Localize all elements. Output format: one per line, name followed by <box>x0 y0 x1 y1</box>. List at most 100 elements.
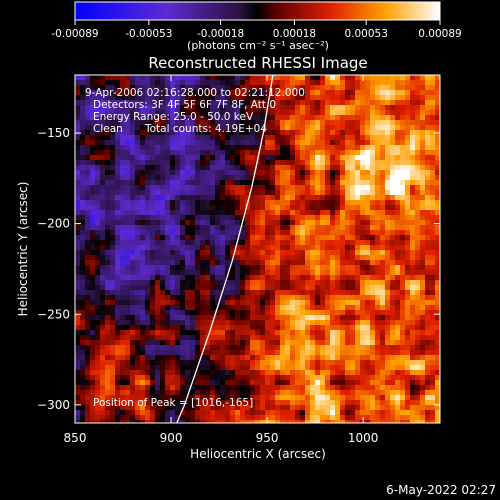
heatmap-cell <box>90 230 96 236</box>
heatmap-cell <box>225 375 231 381</box>
heatmap-cell <box>435 225 440 231</box>
heatmap-cell <box>430 185 436 191</box>
heatmap-cell <box>320 220 326 226</box>
heatmap-cell <box>350 115 356 121</box>
heatmap-cell <box>250 220 256 226</box>
heatmap-cell <box>360 370 366 376</box>
heatmap-cell <box>250 255 256 261</box>
heatmap-cell <box>220 125 226 131</box>
heatmap-cell <box>100 230 106 236</box>
heatmap-cell <box>360 95 366 101</box>
heatmap-cell <box>155 125 161 131</box>
heatmap-cell <box>95 370 101 376</box>
heatmap-cell <box>210 365 216 371</box>
heatmap-cell <box>345 280 351 286</box>
heatmap-cell <box>110 350 116 356</box>
heatmap-cell <box>85 125 91 131</box>
heatmap-cell <box>315 360 321 366</box>
heatmap-cell <box>370 325 376 331</box>
heatmap-cell <box>245 140 251 146</box>
heatmap-cell <box>250 335 256 341</box>
heatmap-cell <box>245 375 251 381</box>
heatmap-cell <box>390 140 396 146</box>
heatmap-cell <box>415 390 421 396</box>
heatmap-cell <box>180 180 186 186</box>
heatmap-cell <box>430 405 436 411</box>
heatmap-cell <box>275 155 281 161</box>
heatmap-cell <box>260 195 266 201</box>
heatmap-cell <box>115 335 121 341</box>
heatmap-cell <box>120 195 126 201</box>
heatmap-cell <box>315 175 321 181</box>
heatmap-cell <box>405 105 411 111</box>
heatmap-cell <box>420 90 426 96</box>
heatmap-cell <box>235 175 241 181</box>
heatmap-cell <box>100 320 106 326</box>
heatmap-cell <box>180 400 186 406</box>
heatmap-cell <box>355 400 361 406</box>
heatmap-cell <box>285 270 291 276</box>
heatmap-cell <box>155 310 161 316</box>
heatmap-cell <box>300 80 306 86</box>
heatmap-cell <box>130 100 136 106</box>
heatmap-cell <box>325 385 331 391</box>
heatmap-cell <box>405 260 411 266</box>
heatmap-cell <box>280 110 286 116</box>
heatmap-cell <box>395 410 401 416</box>
heatmap-cell <box>250 360 256 366</box>
heatmap-cell <box>90 135 96 141</box>
heatmap-cell <box>250 405 256 411</box>
heatmap-cell <box>305 310 311 316</box>
heatmap-cell <box>290 350 296 356</box>
heatmap-cell <box>300 100 306 106</box>
heatmap-cell <box>145 80 151 86</box>
heatmap-cell <box>85 360 91 366</box>
heatmap-cell <box>285 100 291 106</box>
heatmap-cell <box>380 100 386 106</box>
heatmap-cell <box>205 280 211 286</box>
heatmap-cell <box>395 105 401 111</box>
heatmap-cell <box>240 140 246 146</box>
heatmap-cell <box>110 325 116 331</box>
heatmap-cell <box>265 240 271 246</box>
heatmap-cell <box>395 245 401 251</box>
heatmap-cell <box>235 310 241 316</box>
heatmap-cell <box>80 105 86 111</box>
heatmap-cell <box>175 165 181 171</box>
heatmap-cell <box>240 85 246 91</box>
heatmap-cell <box>290 110 296 116</box>
heatmap-cell <box>290 355 296 361</box>
heatmap-cell <box>165 110 171 116</box>
heatmap-cell <box>75 175 81 181</box>
heatmap-cell <box>400 200 406 206</box>
heatmap-cell <box>105 270 111 276</box>
heatmap-cell <box>350 210 356 216</box>
heatmap-cell <box>205 145 211 151</box>
heatmap-cell <box>295 240 301 246</box>
heatmap-cell <box>135 75 141 81</box>
heatmap-cell <box>140 250 146 256</box>
heatmap-cell <box>140 120 146 126</box>
heatmap-cell <box>310 205 316 211</box>
heatmap-cell <box>135 90 141 96</box>
heatmap-cell <box>110 165 116 171</box>
heatmap-cell <box>325 185 331 191</box>
heatmap-cell <box>225 280 231 286</box>
heatmap-cell <box>210 250 216 256</box>
heatmap-cell <box>410 375 416 381</box>
heatmap-cell <box>180 290 186 296</box>
heatmap-cell <box>125 205 131 211</box>
heatmap-cell <box>245 385 251 391</box>
heatmap-cell <box>305 330 311 336</box>
heatmap-cell <box>305 135 311 141</box>
heatmap-cell <box>385 265 391 271</box>
heatmap-cell <box>285 285 291 291</box>
heatmap-cell <box>125 285 131 291</box>
heatmap-cell <box>160 200 166 206</box>
heatmap-cell <box>150 185 156 191</box>
heatmap-cell <box>230 330 236 336</box>
heatmap-cell <box>180 195 186 201</box>
heatmap-cell <box>195 385 201 391</box>
heatmap-cell <box>185 100 191 106</box>
heatmap-cell <box>265 260 271 266</box>
